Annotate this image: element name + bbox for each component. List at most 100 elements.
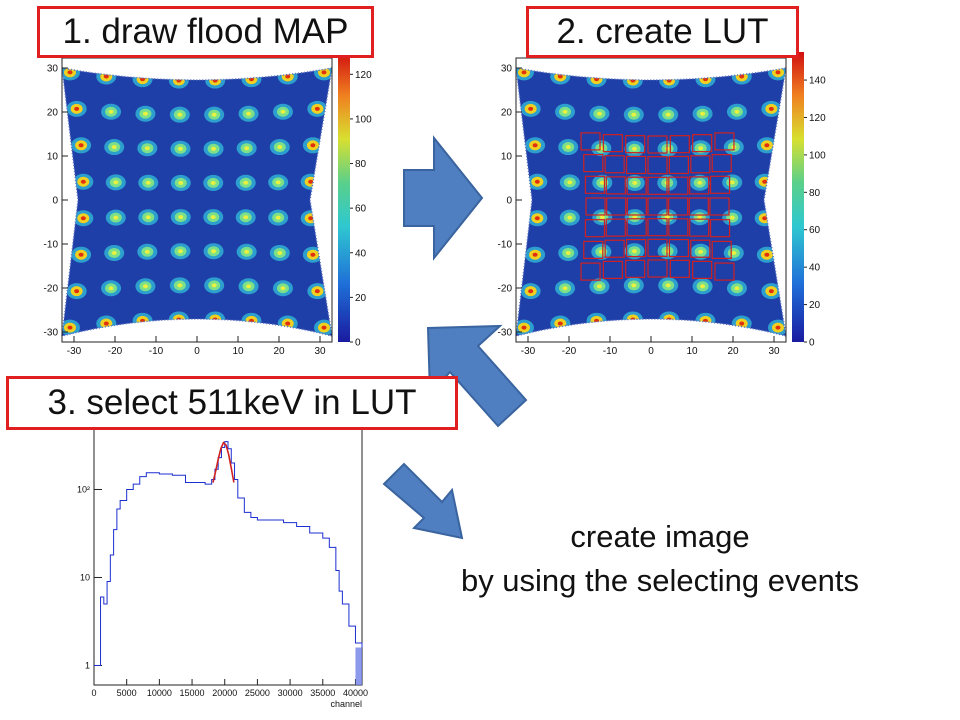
flood-background — [62, 68, 332, 336]
flood-spot — [135, 278, 156, 295]
y-tick-label: 0 — [506, 196, 512, 207]
lut-cell — [584, 175, 606, 194]
flood-spot — [238, 278, 259, 295]
x-tick-label: 30000 — [278, 688, 303, 698]
flood-spot — [302, 137, 323, 154]
x-tick-label: 15000 — [180, 688, 205, 698]
colorbar-tick-label: 20 — [355, 293, 367, 304]
y-tick-label: -30 — [498, 328, 513, 339]
lut-cell — [605, 176, 626, 195]
x-tick-label: 10 — [232, 346, 244, 357]
flood-spot — [66, 283, 87, 300]
flood-spot — [692, 105, 713, 122]
flood-spot — [101, 280, 122, 297]
arrow-right — [403, 135, 484, 261]
colorbar-tick-label: 40 — [355, 248, 367, 259]
flood-spot — [559, 209, 580, 226]
flood-spot — [525, 137, 546, 154]
flood-spot — [592, 209, 613, 226]
lut-cell — [689, 176, 710, 195]
lut-cell — [714, 262, 735, 281]
x-tick-label: 20 — [727, 346, 739, 357]
lut-cell — [647, 197, 668, 216]
lut-cell — [690, 239, 711, 258]
lut-cell — [583, 153, 604, 173]
x-tick-label: 5000 — [117, 688, 137, 698]
flood-spot — [105, 174, 126, 191]
lut-cell — [647, 259, 668, 278]
flood-spot — [137, 140, 158, 157]
flood-spot — [555, 280, 576, 297]
flood-spot — [170, 209, 191, 226]
lut-cell — [602, 134, 623, 153]
y-tick-label: -20 — [44, 284, 59, 295]
colorbar-tick-label: 140 — [809, 76, 826, 87]
lut-cell — [668, 176, 689, 195]
x-tick-label: 10 — [686, 346, 698, 357]
flood-spot — [314, 319, 332, 336]
x-tick-label: 20000 — [212, 688, 237, 698]
flood-spot — [623, 277, 644, 294]
flood-spot — [722, 209, 743, 226]
flood-spot — [135, 105, 156, 122]
energy-spectrum-chart: 0 5000 10000 15000 20000 25000 30000 35000 40000… — [58, 413, 378, 710]
lut-cell — [690, 155, 711, 174]
y-tick-label: -10 — [44, 240, 59, 251]
flood-spot — [203, 209, 224, 226]
flood-spot — [527, 210, 548, 227]
x-tick-label: 0 — [91, 688, 96, 698]
flood-spot — [726, 280, 747, 297]
flood-spot — [692, 278, 713, 295]
y-tick-label: 10 — [501, 152, 513, 163]
x-tick-label: 30 — [314, 346, 326, 357]
y-tick-label: 30 — [47, 64, 59, 75]
flood-spot — [658, 106, 679, 123]
flood-spot — [307, 100, 328, 117]
lut-cell — [709, 219, 731, 238]
step-1-label: 1. draw flood MAP — [37, 6, 374, 58]
step-2-label: 2. create LUT — [526, 6, 799, 58]
y-tick-label: -30 — [44, 328, 59, 339]
arrow-down-right — [382, 462, 464, 540]
lut-cell — [647, 135, 668, 154]
flood-spot — [272, 103, 293, 120]
flood-spot — [589, 278, 610, 295]
x-tick-label: -10 — [149, 346, 164, 357]
x-tick-label: 30 — [768, 346, 780, 357]
flood-spot — [170, 140, 191, 157]
colorbar-tick-label: 0 — [355, 338, 361, 349]
colorbar-tick-label: 80 — [355, 159, 367, 170]
flood-spot — [138, 174, 159, 191]
flood-spot — [520, 283, 541, 300]
flood-spot — [591, 243, 612, 260]
flood-spot — [73, 173, 94, 190]
flood-spot — [169, 277, 190, 294]
flood-spot — [268, 174, 289, 191]
colorbar-tick-label: 20 — [809, 300, 821, 311]
flood-spot — [269, 139, 290, 156]
flood-spot — [592, 174, 613, 191]
lut-cell — [602, 260, 623, 279]
y-tick-label: 20 — [501, 108, 513, 119]
flood-spot — [137, 243, 158, 260]
colorbar-tick-label: 100 — [809, 150, 826, 161]
lut-cell — [688, 197, 709, 216]
lut-cell — [714, 132, 735, 151]
lut-cell — [585, 197, 606, 216]
x-tick-label: 25000 — [245, 688, 270, 698]
flood-spot — [658, 277, 679, 294]
lut-cell — [692, 134, 713, 153]
lut-cell — [668, 155, 690, 175]
flood-spot — [138, 209, 159, 226]
flood-spot — [238, 105, 259, 122]
flood-spot — [559, 174, 580, 191]
flood-background — [516, 68, 786, 336]
lut-cell — [668, 238, 690, 258]
flood-spot — [525, 246, 546, 263]
x-tick-label: -20 — [108, 346, 123, 357]
step-3-label: 3. select 511keV in LUT — [6, 376, 458, 430]
flood-spot — [170, 243, 191, 260]
flood-spot — [73, 210, 94, 227]
colorbar — [792, 52, 804, 342]
